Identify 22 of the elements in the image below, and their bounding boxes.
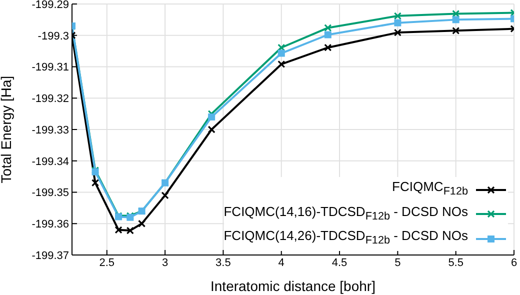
- legend-label: FCIQMC$_{F12b}$: [392, 178, 468, 200]
- x-tick-label: 5.5: [448, 256, 464, 269]
- y-tick-label: -199.32: [32, 93, 69, 106]
- x-tick-label: 3: [162, 256, 168, 269]
- y-tick-label: -199.31: [32, 62, 69, 74]
- legend-label: FCIQMC(14,26)-TDCSD$_{F12b}$ - DCSD NOs: [224, 227, 468, 249]
- y-tick-label: -199.36: [32, 218, 69, 231]
- y-tick-label: -199.35: [32, 187, 69, 200]
- legend-label: FCIQMC(14,16)-TDCSD$_{F12b}$ - DCSD NOs: [224, 202, 468, 224]
- y-tick-label: -199.33: [32, 124, 69, 136]
- y-tick-label: -199.3: [38, 30, 69, 42]
- y-tick-label: -199.29: [32, 0, 69, 11]
- x-tick-label: 3.5: [216, 256, 231, 269]
- x-tick-label: 4.5: [332, 256, 348, 269]
- x-axis-title: Interatomic distance [bohr]: [210, 278, 376, 294]
- x-tick-label: 4: [278, 256, 284, 269]
- y-axis-title: Total Energy [Ha]: [0, 76, 14, 184]
- x-tick-label: 5: [394, 256, 401, 269]
- y-tick-label: -199.34: [32, 156, 69, 168]
- x-tick-label: 6: [510, 256, 518, 269]
- y-tick-label: -199.37: [32, 250, 69, 262]
- x-tick-label: 2.5: [99, 256, 115, 269]
